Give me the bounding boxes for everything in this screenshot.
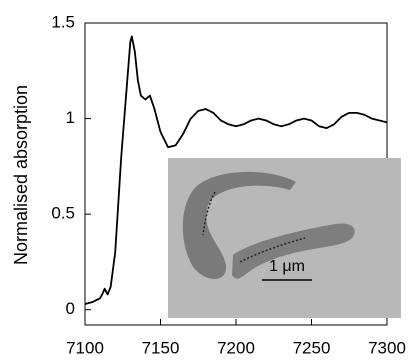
inset-micrograph: 1 μm: [168, 158, 401, 318]
y-tick-label: 0: [66, 299, 75, 318]
chart: Normalised absorption 1 μm 0 0.5 1 1.5 7100 7…: [0, 0, 414, 359]
y-axis-label: Normalised absorption: [11, 85, 31, 265]
x-tick-label: 7150: [142, 338, 180, 357]
x-tick-label: 7200: [217, 338, 255, 357]
x-tick-label: 7250: [293, 338, 331, 357]
y-tick-label: 0.5: [51, 204, 75, 223]
y-tick-label: 1.5: [51, 12, 75, 31]
scale-bar-label: 1 μm: [269, 258, 305, 275]
y-tick-label: 1: [66, 108, 75, 127]
x-tick-label: 7100: [66, 338, 104, 357]
x-tick-label: 7300: [368, 338, 406, 357]
